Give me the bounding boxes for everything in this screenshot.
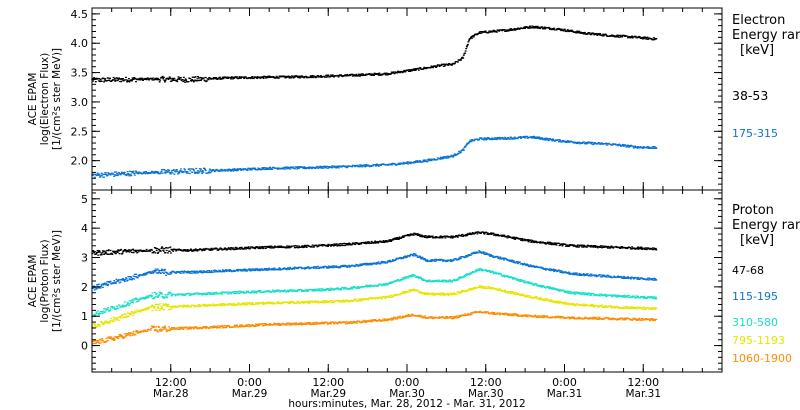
y-tick-label: 1 <box>81 310 88 323</box>
x-tick-time-label: 12:00 <box>155 376 187 389</box>
y-tick-label: 0 <box>81 340 88 353</box>
x-tick-time-label: 12:00 <box>312 376 344 389</box>
legend-title: Electron <box>732 13 785 28</box>
legend-units: [keV] <box>740 43 774 58</box>
y-tick-label: 2.5 <box>71 125 89 138</box>
legend-entry: 1060-1900 <box>732 352 792 365</box>
x-tick-time-label: 0:00 <box>237 376 262 389</box>
y-tick-label: 3.5 <box>71 67 89 80</box>
y-tick-label: 2 <box>81 281 88 294</box>
y-axis-label: [1/(cm²s ster MeV)] <box>51 230 63 332</box>
legend-subtitle: Energy ranges <box>732 28 800 43</box>
x-tick-date-label: Mar.29 <box>310 388 346 400</box>
series-proton-1060-1900 <box>91 310 658 345</box>
x-tick-date-label: Mar.30 <box>389 388 425 400</box>
legend-title: Proton <box>732 203 774 218</box>
y-axis-label: ACE EPAM <box>27 255 39 308</box>
series-proton-310-580 <box>91 267 658 318</box>
y-tick-label: 4 <box>81 222 88 235</box>
y-tick-label: 4.5 <box>71 8 89 21</box>
y-tick-label: 2.0 <box>71 155 89 168</box>
series-proton-795-1193 <box>91 285 658 329</box>
y-axis-label: ACE EPAM <box>27 73 39 126</box>
legend-entry: 175-315 <box>732 127 778 140</box>
x-tick-date-label: Mar.28 <box>153 388 189 400</box>
series-proton-115-195 <box>91 250 658 291</box>
legend-subtitle: Energy ranges <box>732 218 800 233</box>
x-tick-date-label: Mar.31 <box>625 388 661 400</box>
legend-units: [keV] <box>740 233 774 248</box>
x-tick-date-label: Mar.30 <box>468 388 504 400</box>
x-axis-title: hours:minutes, Mar. 28, 2012 - Mar. 31, … <box>288 398 525 410</box>
legend-entry: 310-580 <box>732 316 778 329</box>
x-tick-date-label: Mar.31 <box>547 388 583 400</box>
x-tick-time-label: 12:00 <box>470 376 502 389</box>
panel-frame-2 <box>91 189 723 373</box>
y-axis-label: log(Proton Flux) <box>39 239 51 322</box>
y-axis-label: [1/(cm²s ster MeV)] <box>51 48 63 150</box>
y-axis-label: log(Electron Flux) <box>39 53 51 145</box>
x-tick-time-label: 12:00 <box>627 376 659 389</box>
series-electron-175-315 <box>91 135 658 178</box>
x-tick-date-label: Mar.29 <box>232 388 268 400</box>
legend-entry: 47-68 <box>732 264 764 277</box>
y-tick-label: 4.0 <box>71 37 89 50</box>
x-tick-time-label: 0:00 <box>395 376 420 389</box>
y-tick-label: 5 <box>81 193 88 206</box>
x-tick-time-label: 0:00 <box>552 376 577 389</box>
series-proton-47-68 <box>91 231 658 256</box>
legend-entry: 38-53 <box>732 88 768 103</box>
legend-entry: 795-1193 <box>732 334 785 347</box>
y-tick-label: 3.0 <box>71 96 89 109</box>
legend-entry: 115-195 <box>732 290 778 303</box>
y-tick-label: 3 <box>81 252 88 265</box>
series-electron-38-53 <box>91 25 658 83</box>
